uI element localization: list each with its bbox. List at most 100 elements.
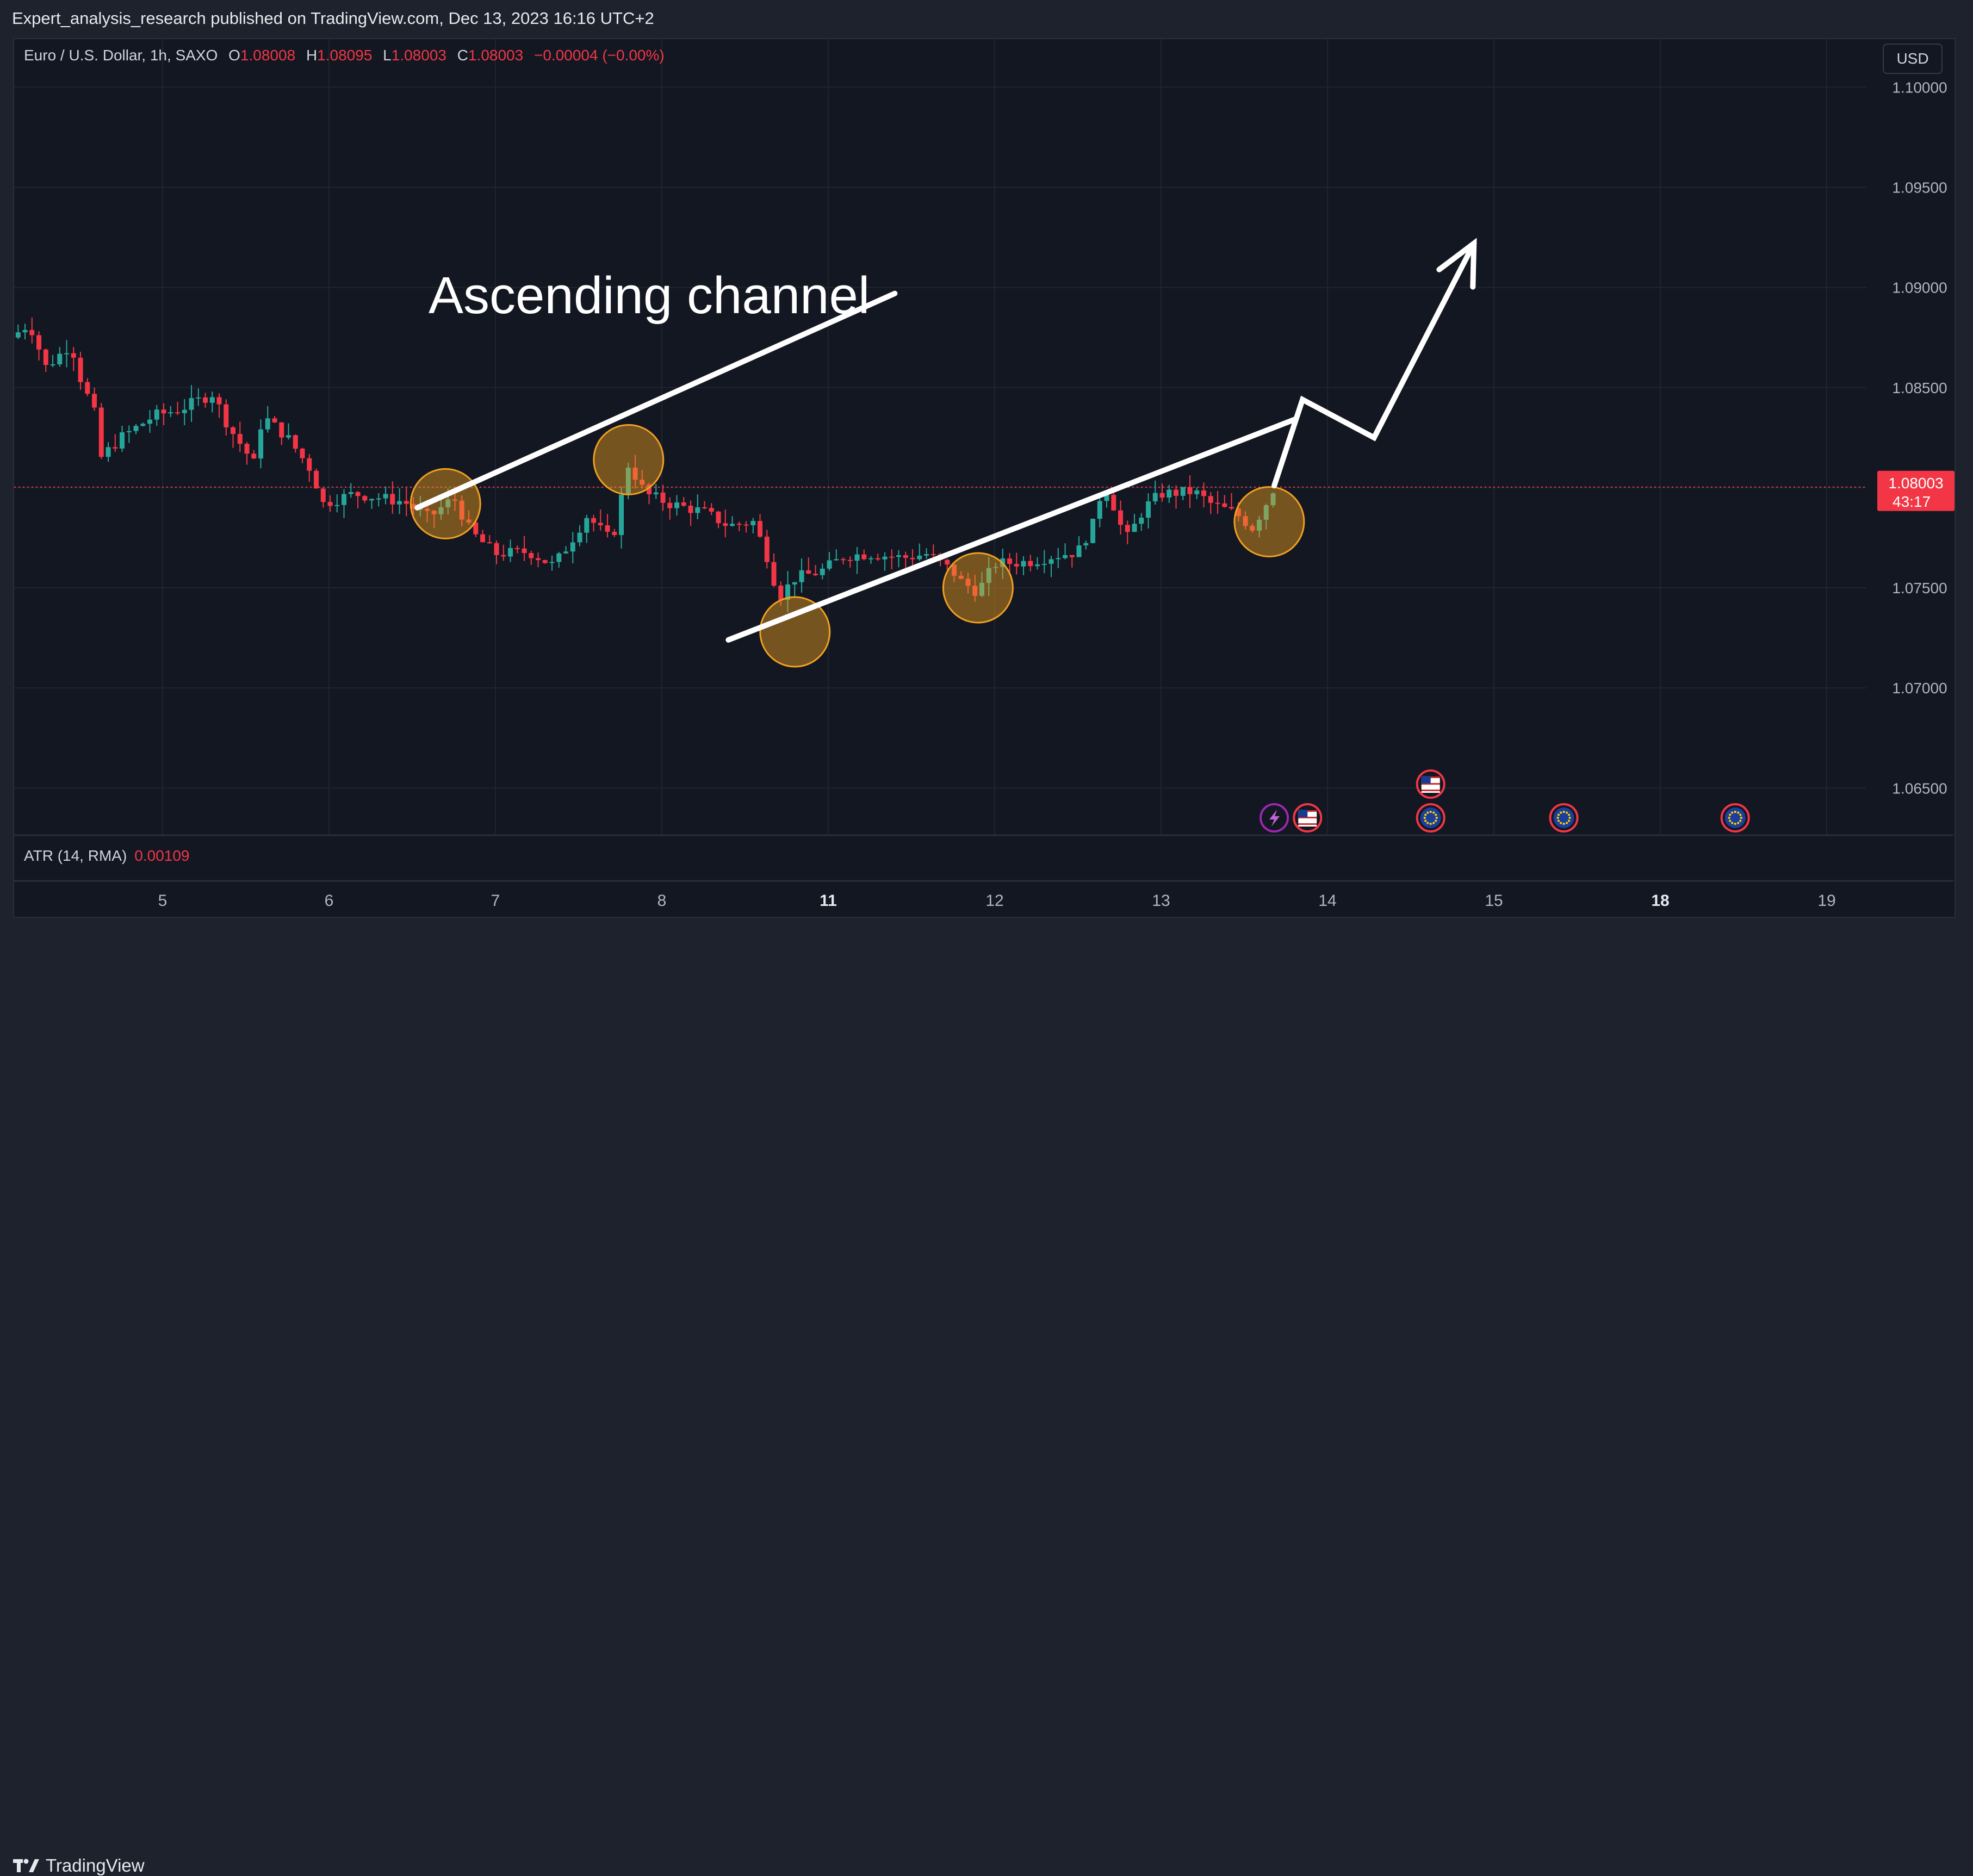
candle-down[interactable] — [1174, 489, 1179, 496]
candle-down[interactable] — [612, 531, 617, 535]
candle-up[interactable] — [189, 398, 194, 410]
candle-up[interactable] — [140, 424, 146, 426]
candle-down[interactable] — [813, 574, 818, 575]
candle-up[interactable] — [376, 498, 381, 500]
candle-up[interactable] — [383, 494, 388, 499]
channel-upper-line[interactable] — [414, 290, 898, 511]
candle-down[interactable] — [723, 523, 728, 526]
candle-down[interactable] — [390, 494, 395, 505]
candle-down[interactable] — [203, 397, 208, 403]
chart-frame[interactable]: 1.100001.095001.090001.085001.080001.075… — [13, 38, 1956, 918]
candle-down[interactable] — [1250, 526, 1255, 531]
candle-up[interactable] — [917, 555, 922, 560]
candle-down[interactable] — [314, 470, 319, 489]
candle-down[interactable] — [522, 548, 527, 554]
candle-up[interactable] — [1097, 501, 1102, 519]
candle-down[interactable] — [965, 579, 971, 586]
candle-up[interactable] — [750, 521, 756, 525]
drawings[interactable] — [414, 238, 1477, 643]
candle-down[interactable] — [716, 511, 721, 524]
candle-up[interactable] — [563, 551, 569, 554]
candle-down[interactable] — [175, 412, 181, 414]
candle-down[interactable] — [431, 511, 437, 514]
candle-down[interactable] — [667, 502, 673, 508]
candle-up[interactable] — [625, 468, 631, 495]
candle-up[interactable] — [1132, 524, 1137, 532]
candle-up[interactable] — [147, 419, 153, 424]
candle-down[interactable] — [529, 553, 534, 558]
candle-down[interactable] — [1208, 496, 1213, 503]
candle-down[interactable] — [688, 505, 693, 513]
candle-down[interactable] — [847, 560, 853, 561]
candle-down[interactable] — [459, 500, 464, 520]
candle-up[interactable] — [1152, 493, 1158, 502]
candle-down[interactable] — [536, 558, 541, 560]
candle-down[interactable] — [494, 543, 499, 555]
candle-down[interactable] — [972, 586, 978, 596]
candle-up[interactable] — [1048, 559, 1054, 564]
candle-up[interactable] — [120, 432, 125, 449]
tradingview-brand[interactable]: TradingView — [12, 1855, 145, 1876]
candle-down[interactable] — [307, 458, 312, 471]
candle-down[interactable] — [480, 534, 486, 543]
candle-up[interactable] — [50, 364, 55, 366]
candle-up[interactable] — [1063, 555, 1068, 558]
candle-down[interactable] — [452, 499, 458, 501]
candle-down[interactable] — [647, 484, 652, 494]
lightning-event-icon[interactable] — [1260, 803, 1289, 833]
candle-down[interactable] — [764, 536, 770, 562]
candle-up[interactable] — [258, 429, 264, 459]
candle-up[interactable] — [1263, 505, 1269, 520]
candle-down[interactable] — [272, 418, 277, 423]
candle-up[interactable] — [1167, 489, 1172, 498]
annotation-ascending-channel[interactable]: Ascending channel — [429, 266, 870, 325]
candle-down[interactable] — [841, 559, 846, 561]
candle-up[interactable] — [785, 584, 791, 600]
candle-up[interactable] — [619, 495, 624, 535]
candle-down[interactable] — [1201, 490, 1207, 496]
candle-up[interactable] — [1270, 493, 1276, 505]
candle-up[interactable] — [827, 560, 832, 569]
candle-down[interactable] — [743, 524, 749, 526]
candle-down[interactable] — [1243, 516, 1248, 526]
candle-down[interactable] — [71, 353, 76, 358]
candle-up[interactable] — [556, 553, 562, 562]
projection-arrow[interactable] — [1271, 240, 1477, 489]
candle-up[interactable] — [584, 518, 590, 533]
candle-up[interactable] — [896, 555, 902, 557]
candle-down[interactable] — [501, 555, 506, 557]
candle-down[interactable] — [681, 502, 686, 506]
candle-down[interactable] — [320, 488, 326, 502]
candle-down[interactable] — [806, 570, 811, 574]
candle-up[interactable] — [182, 409, 187, 413]
candle-up[interactable] — [1090, 519, 1096, 543]
candle-down[interactable] — [279, 422, 284, 438]
candle-up[interactable] — [730, 524, 735, 526]
candle-up[interactable] — [508, 548, 513, 557]
candle-up[interactable] — [168, 412, 173, 414]
symbol-legend[interactable]: Euro / U.S. Dollar, 1h, SAXO O1.08008 H1… — [24, 47, 665, 64]
candle-down[interactable] — [293, 435, 298, 449]
candle-down[interactable] — [1007, 558, 1013, 564]
candle-up[interactable] — [549, 562, 555, 563]
candle-down[interactable] — [702, 507, 708, 508]
candle-up[interactable] — [154, 409, 159, 420]
symbol-name[interactable]: Euro / U.S. Dollar, 1h, SAXO — [24, 47, 218, 64]
candle-up[interactable] — [106, 447, 111, 457]
candle-up[interactable] — [868, 558, 874, 560]
event-markers[interactable] — [1260, 769, 1750, 833]
candle-up[interactable] — [653, 492, 659, 494]
time-axis[interactable]: 5 6 7 8 11 12 13 14 15 18 19 — [158, 892, 1836, 910]
candle-down[interactable] — [231, 427, 236, 434]
candle-down[interactable] — [1069, 555, 1075, 557]
candle-down[interactable] — [1215, 502, 1220, 504]
candle-down[interactable] — [466, 519, 471, 523]
candle-up[interactable] — [1035, 564, 1040, 567]
candle-up[interactable] — [334, 505, 340, 506]
candle-down[interactable] — [244, 444, 250, 454]
candle-up[interactable] — [133, 426, 139, 431]
candle-up[interactable] — [438, 507, 444, 514]
candle-down[interactable] — [945, 560, 950, 565]
candle-down[interactable] — [411, 504, 416, 509]
candle-down[interactable] — [1222, 503, 1227, 507]
